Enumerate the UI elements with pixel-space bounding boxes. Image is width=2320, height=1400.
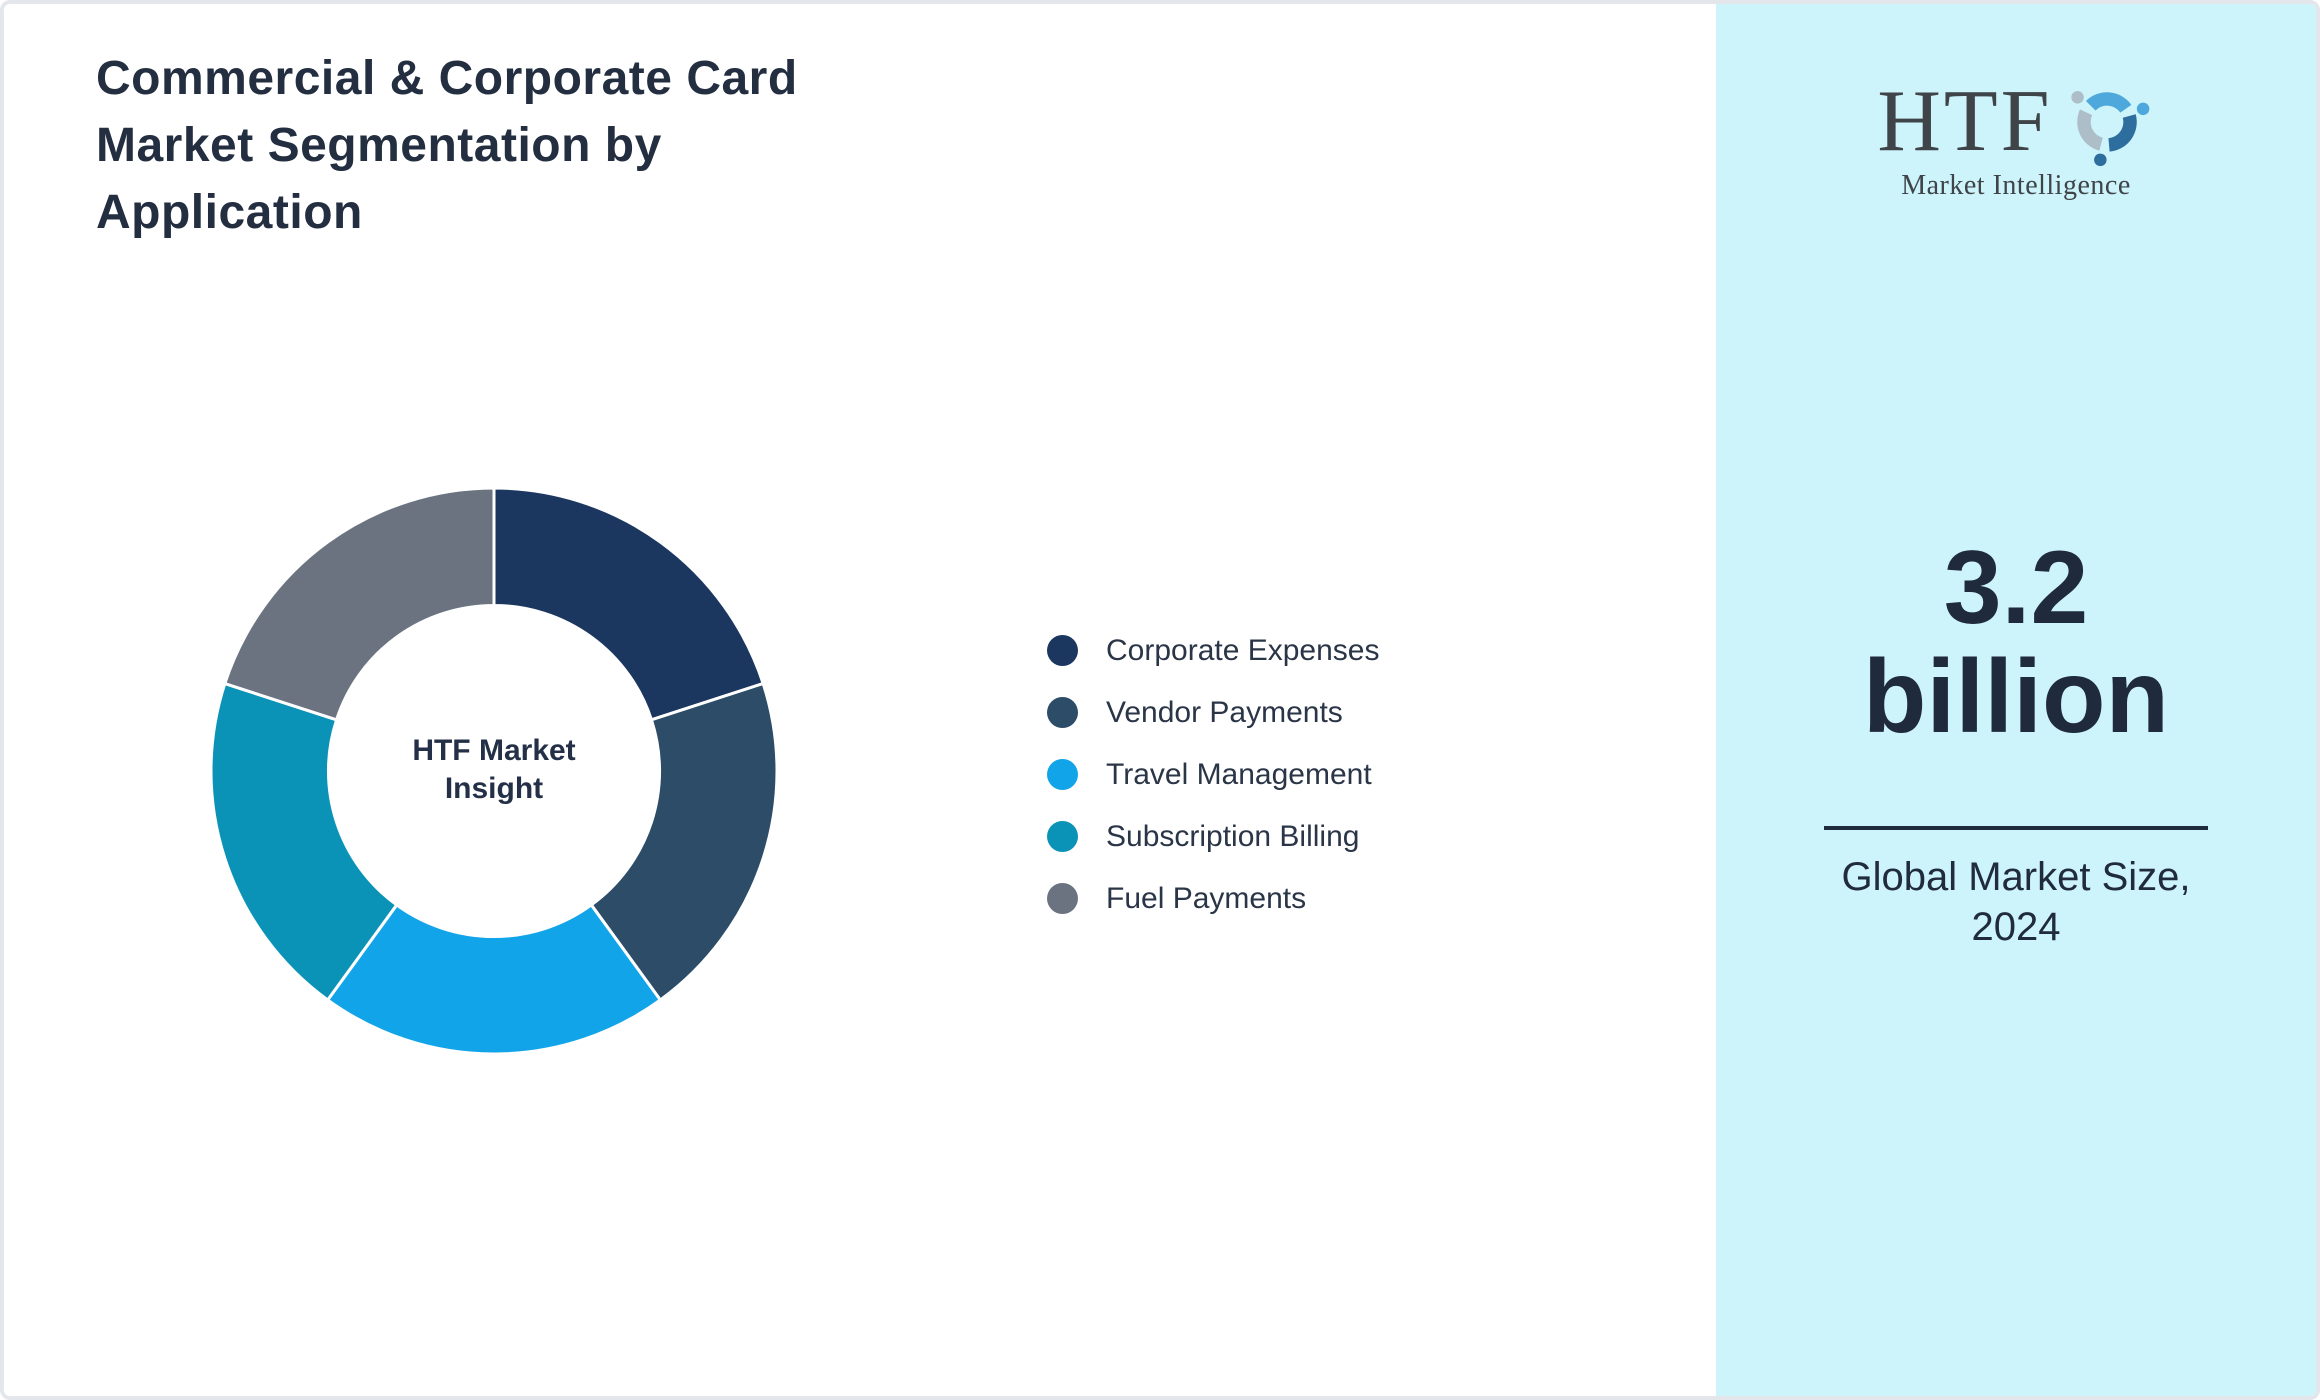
page-title-line-3: Application — [96, 186, 363, 239]
legend-label: Subscription Billing — [1106, 819, 1360, 853]
three-dolphins-swirl-icon — [2070, 91, 2149, 167]
legend-dot — [1047, 821, 1078, 852]
brand-logo: HTF Market Intelligence — [1716, 74, 2316, 202]
legend-dot — [1047, 759, 1078, 790]
legend-dot — [1047, 697, 1078, 728]
caption-line-1: Global Market Size, — [1841, 855, 2191, 899]
donut-segment-fuel-payments — [223, 486, 496, 722]
legend-item: Subscription Billing — [1047, 819, 1380, 853]
legend-label: Fuel Payments — [1106, 881, 1307, 915]
page-title: Commercial & Corporate Card Market Segme… — [96, 45, 798, 246]
page-title-line-1: Commercial & Corporate Card — [96, 52, 798, 105]
legend-item: Corporate Expenses — [1047, 633, 1380, 667]
legend-dot — [1047, 883, 1078, 914]
htf-logo-text: HTF — [1877, 73, 2053, 170]
legend-label: Vendor Payments — [1106, 695, 1343, 729]
donut-center-label: HTF Market Insight — [344, 732, 644, 808]
legend-label: Corporate Expenses — [1106, 633, 1380, 667]
legend-dot — [1047, 635, 1078, 666]
page-title-line-2: Market Segmentation by — [96, 119, 662, 172]
logo-subtext: Market Intelligence — [1901, 170, 2131, 201]
legend: Corporate Expenses Vendor Payments Trave… — [1047, 633, 1380, 945]
market-size-unit: billion — [1862, 639, 2170, 755]
legend-item: Fuel Payments — [1047, 881, 1380, 915]
donut-segment-corporate-expenses — [492, 486, 765, 722]
market-size-number: 3.2 — [1943, 530, 2089, 646]
market-size-caption: Global Market Size, 2024 — [1716, 852, 2316, 952]
legend-label: Travel Management — [1106, 757, 1372, 791]
sidebar: HTF Market Intelligence — [1716, 4, 2316, 1396]
market-size-value: 3.2 billion — [1716, 534, 2316, 752]
donut-segment-travel-management — [326, 903, 662, 1056]
legend-item: Vendor Payments — [1047, 695, 1380, 729]
donut-segment-vendor-payments — [589, 682, 779, 1002]
legend-item: Travel Management — [1047, 757, 1380, 791]
divider-line — [1824, 826, 2208, 830]
donut-chart — [209, 486, 779, 1056]
donut-center-label-line-2: Insight — [444, 772, 544, 805]
caption-line-2: 2024 — [1971, 905, 2061, 949]
donut-segment-subscription-billing — [209, 682, 399, 1002]
donut-center-label-line-1: HTF Market — [412, 734, 576, 767]
